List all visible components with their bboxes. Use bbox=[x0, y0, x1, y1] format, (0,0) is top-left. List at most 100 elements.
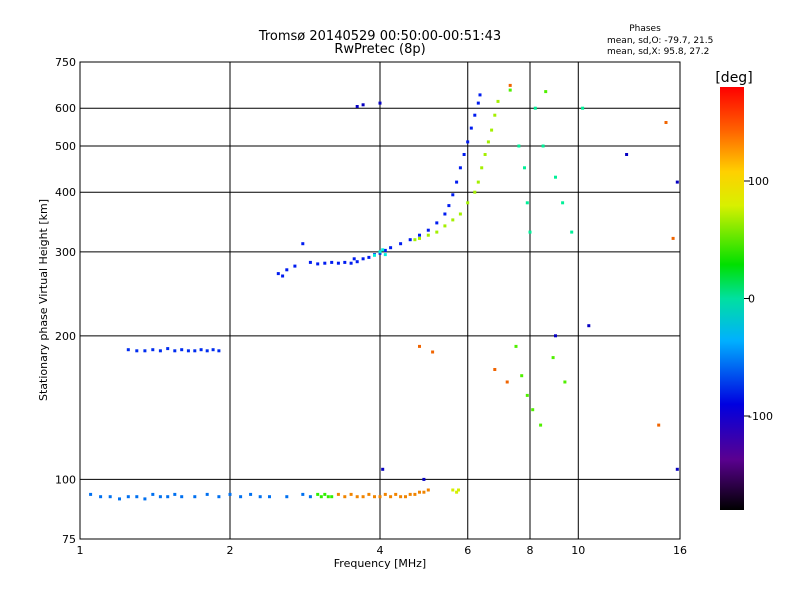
data-point bbox=[239, 495, 243, 499]
data-point bbox=[473, 190, 477, 194]
y-tick-label: 100 bbox=[55, 473, 76, 486]
data-point bbox=[126, 348, 130, 352]
data-point bbox=[657, 423, 661, 427]
data-point bbox=[525, 393, 529, 397]
data-point bbox=[316, 262, 320, 266]
data-point bbox=[285, 495, 289, 499]
x-tick-label: 16 bbox=[673, 544, 687, 557]
data-point bbox=[336, 261, 340, 265]
data-point bbox=[135, 349, 139, 353]
data-point bbox=[173, 349, 177, 353]
data-point bbox=[268, 495, 271, 499]
data-point bbox=[186, 349, 190, 353]
data-point bbox=[426, 228, 430, 232]
data-point bbox=[211, 348, 215, 352]
data-point bbox=[581, 106, 585, 110]
data-point bbox=[355, 105, 359, 108]
data-point bbox=[539, 423, 543, 427]
data-point bbox=[508, 88, 512, 92]
data-point bbox=[158, 349, 162, 353]
y-tick-label: 200 bbox=[55, 330, 76, 343]
data-point bbox=[352, 257, 356, 261]
data-point bbox=[505, 380, 509, 384]
data-point bbox=[523, 166, 526, 170]
data-point bbox=[326, 495, 330, 499]
y-axis-label: Stationary phase Virtual Height [km] bbox=[37, 199, 50, 401]
data-point bbox=[173, 492, 177, 496]
data-point bbox=[457, 488, 460, 492]
data-point bbox=[496, 99, 500, 103]
colorbar bbox=[720, 87, 744, 510]
x-tick-label: 2 bbox=[227, 544, 234, 557]
data-point bbox=[118, 497, 121, 501]
data-point bbox=[217, 349, 221, 353]
data-point bbox=[373, 253, 376, 257]
data-point bbox=[458, 166, 462, 170]
data-point bbox=[413, 492, 417, 496]
data-points bbox=[89, 83, 679, 501]
data-point bbox=[258, 495, 262, 499]
data-point bbox=[166, 495, 170, 499]
data-point bbox=[381, 248, 385, 252]
data-point bbox=[355, 260, 359, 264]
data-point bbox=[180, 348, 184, 352]
data-point bbox=[541, 144, 545, 148]
x-axis-label: Frequency [MHz] bbox=[334, 557, 426, 570]
data-point bbox=[389, 246, 393, 250]
y-tick-label: 75 bbox=[62, 533, 76, 546]
data-point bbox=[323, 492, 327, 496]
data-point bbox=[426, 488, 430, 492]
data-point bbox=[180, 495, 184, 499]
data-point bbox=[408, 238, 412, 242]
data-point bbox=[675, 467, 679, 471]
data-point bbox=[483, 153, 487, 156]
data-point bbox=[217, 495, 221, 499]
data-point bbox=[435, 221, 439, 225]
data-point bbox=[451, 488, 455, 492]
data-point bbox=[158, 495, 162, 499]
chart-title: Tromsø 20140529 00:50:00-00:51:43 bbox=[258, 29, 501, 44]
data-point bbox=[408, 492, 412, 496]
data-point bbox=[319, 495, 323, 499]
data-point bbox=[399, 495, 403, 499]
data-point bbox=[533, 106, 537, 110]
data-point bbox=[561, 201, 565, 205]
data-point bbox=[367, 492, 371, 496]
data-point bbox=[473, 113, 477, 117]
stats-line-o: mean, sd,O: -79.7, 21.5 bbox=[607, 36, 713, 46]
data-point bbox=[323, 261, 327, 265]
data-point bbox=[563, 380, 567, 384]
x-tick-label: 10 bbox=[571, 544, 585, 557]
data-point bbox=[301, 242, 305, 246]
data-point bbox=[378, 101, 382, 105]
y-tick-label: 400 bbox=[55, 186, 76, 199]
data-point bbox=[89, 492, 93, 496]
data-point bbox=[151, 348, 155, 352]
data-point bbox=[276, 272, 280, 276]
data-point bbox=[349, 261, 353, 265]
data-point bbox=[166, 347, 170, 351]
data-point bbox=[249, 492, 253, 496]
data-point bbox=[554, 175, 557, 179]
data-point bbox=[587, 324, 591, 328]
data-point bbox=[418, 236, 421, 240]
data-point bbox=[447, 204, 451, 208]
y-tick-label: 300 bbox=[55, 246, 76, 259]
data-point bbox=[443, 224, 447, 228]
data-point bbox=[520, 374, 524, 378]
data-point bbox=[281, 274, 285, 278]
data-point bbox=[228, 492, 232, 496]
data-point bbox=[378, 250, 382, 254]
data-point bbox=[301, 492, 305, 496]
data-point bbox=[199, 348, 203, 352]
x-tick-label: 8 bbox=[527, 544, 534, 557]
data-point bbox=[383, 253, 387, 257]
data-point bbox=[108, 495, 112, 499]
chart-subtitle: RwPretec (8p) bbox=[334, 42, 425, 57]
data-point bbox=[316, 492, 320, 496]
data-point bbox=[193, 349, 197, 353]
data-point bbox=[285, 268, 289, 272]
x-tick-label: 4 bbox=[377, 544, 384, 557]
data-point bbox=[135, 495, 139, 499]
